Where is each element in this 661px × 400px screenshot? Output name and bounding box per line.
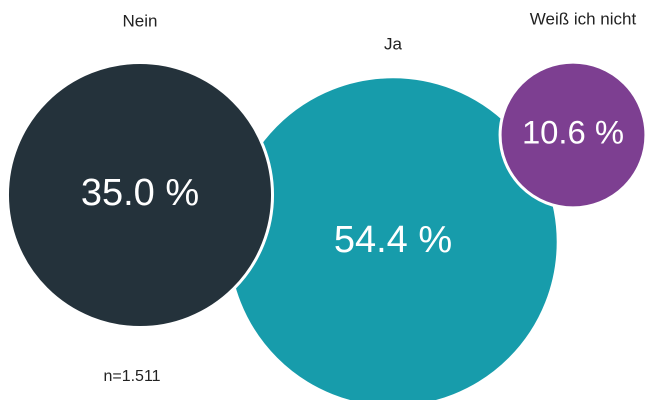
value-label: 35.0 %: [81, 172, 199, 214]
category-label: Weiß ich nicht: [530, 9, 637, 28]
category-label: Ja: [384, 34, 403, 53]
value-label: 54.4 %: [334, 219, 452, 261]
bubble: [498, 60, 648, 210]
sample-size: n=1.511: [103, 368, 160, 385]
category-label: Nein: [123, 11, 158, 30]
bubble: [5, 60, 275, 330]
value-label: 10.6 %: [522, 114, 624, 151]
